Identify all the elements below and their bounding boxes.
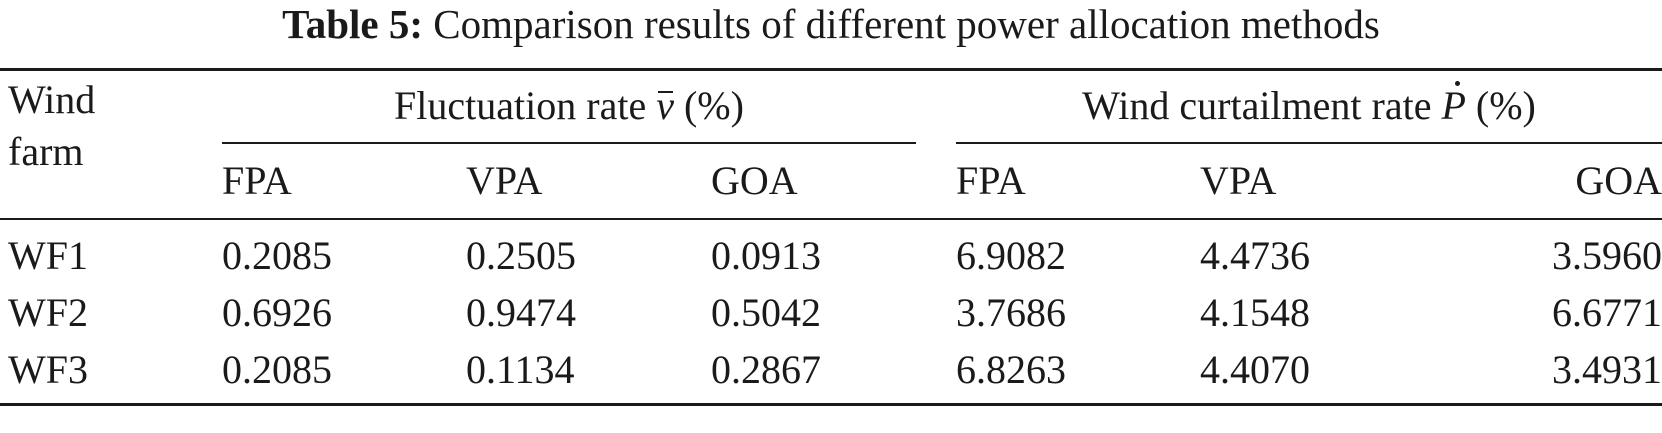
wind-curtailment-unit: (%) [1475, 83, 1536, 128]
row-wf1-fr-fpa: 0.2085 [222, 233, 332, 278]
header-wind-farm-line1: Wind [8, 77, 96, 122]
row-wf2-fr-fpa: 0.6926 [222, 290, 332, 335]
v-bar-symbol: v [656, 83, 674, 128]
table-caption: Table 5: Comparison results of different… [0, 0, 1662, 48]
top-rule [0, 68, 1662, 71]
subheader-fr-vpa: VPA [466, 158, 543, 203]
row-wf2-wcr-goa: 6.6771 [1552, 290, 1662, 335]
row-wf2-fr-goa: 0.5042 [711, 290, 821, 335]
row-wf1-fr-vpa: 0.2505 [466, 233, 576, 278]
row-wf2-fr-vpa: 0.9474 [466, 290, 576, 335]
subheader-fr-fpa: FPA [222, 158, 292, 203]
row-wf3-fr-goa: 0.2867 [711, 347, 821, 392]
fluctuation-rate-prefix: Fluctuation rate [394, 83, 647, 128]
bottom-rule [0, 403, 1662, 406]
row-wf1-name: WF1 [8, 233, 88, 278]
row-wf3-wcr-fpa: 6.8263 [956, 347, 1066, 392]
caption-text: Comparison results of different power al… [433, 1, 1380, 47]
header-wind-curtailment-rate: Wind curtailment rate P (%) [956, 81, 1662, 129]
row-wf3-fr-vpa: 0.1134 [466, 347, 575, 392]
fluctuation-group-rule [222, 142, 916, 144]
subheader-wcr-goa: GOA [1575, 158, 1662, 203]
caption-label: Table 5: [282, 1, 424, 47]
curtailment-group-rule [956, 142, 1662, 144]
row-wf2-wcr-fpa: 3.7686 [956, 290, 1066, 335]
subheader-fr-goa: GOA [711, 158, 798, 203]
header-fluctuation-rate: Fluctuation rate v (%) [222, 83, 916, 129]
p-dot-symbol: P [1441, 81, 1466, 128]
row-wf3-wcr-vpa: 4.4070 [1200, 347, 1310, 392]
row-wf1-wcr-goa: 3.5960 [1552, 233, 1662, 278]
row-wf1-fr-goa: 0.0913 [711, 233, 821, 278]
row-wf2-wcr-vpa: 4.1548 [1200, 290, 1310, 335]
fluctuation-rate-unit: (%) [683, 83, 744, 128]
header-wind-farm-line2: farm [8, 129, 84, 174]
row-wf3-wcr-goa: 3.4931 [1552, 347, 1662, 392]
row-wf3-fr-fpa: 0.2085 [222, 347, 332, 392]
header-rule [0, 218, 1662, 220]
wind-curtailment-prefix: Wind curtailment rate [1082, 83, 1432, 128]
subheader-wcr-vpa: VPA [1200, 158, 1277, 203]
subheader-wcr-fpa: FPA [956, 158, 1026, 203]
row-wf2-name: WF2 [8, 290, 88, 335]
row-wf1-wcr-vpa: 4.4736 [1200, 233, 1310, 278]
row-wf1-wcr-fpa: 6.9082 [956, 233, 1066, 278]
row-wf3-name: WF3 [8, 347, 88, 392]
